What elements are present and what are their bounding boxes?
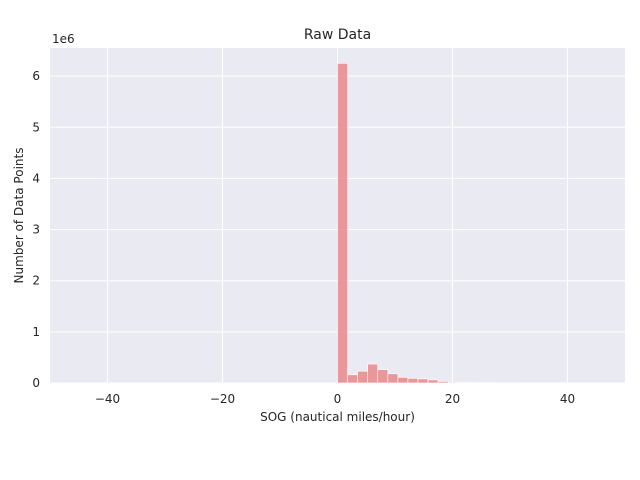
histogram-bar	[397, 377, 409, 384]
x-axis-label: SOG (nautical miles/hour)	[260, 410, 415, 424]
histogram-bar	[457, 382, 469, 384]
y-tick-label: 6	[32, 69, 40, 83]
histogram-bar	[377, 369, 389, 384]
y-tick-label: 4	[32, 171, 40, 185]
x-tick-label: 40	[560, 392, 575, 406]
histogram-bar	[387, 373, 399, 384]
histogram-bar	[447, 381, 459, 384]
histogram-bar	[407, 378, 419, 384]
x-tick-label: −40	[95, 392, 120, 406]
y-axis-offset-label: 1e6	[52, 32, 75, 46]
y-tick-labels: 0 1 2 3 4 5 6	[32, 69, 40, 390]
histogram-bar	[357, 370, 368, 384]
y-tick-label: 3	[32, 223, 40, 237]
histogram-bars	[337, 63, 519, 384]
x-tick-label: −20	[210, 392, 235, 406]
x-tick-label: 0	[334, 392, 342, 406]
y-axis-label: Number of Data Points	[12, 148, 26, 284]
y-tick-label: 0	[32, 376, 40, 390]
histogram-bar	[337, 63, 348, 384]
histogram-bar	[427, 379, 439, 384]
histogram-bar	[367, 363, 379, 384]
histogram-bar	[417, 378, 429, 384]
y-tick-label: 2	[32, 274, 40, 288]
x-tick-labels: −40 −20 0 20 40	[95, 392, 575, 406]
chart-title: Raw Data	[304, 27, 371, 43]
histogram-bar	[437, 381, 449, 384]
histogram-bar	[347, 374, 358, 384]
y-tick-label: 1	[32, 325, 40, 339]
y-tick-label: 5	[32, 120, 40, 134]
x-tick-label: 20	[445, 392, 460, 406]
